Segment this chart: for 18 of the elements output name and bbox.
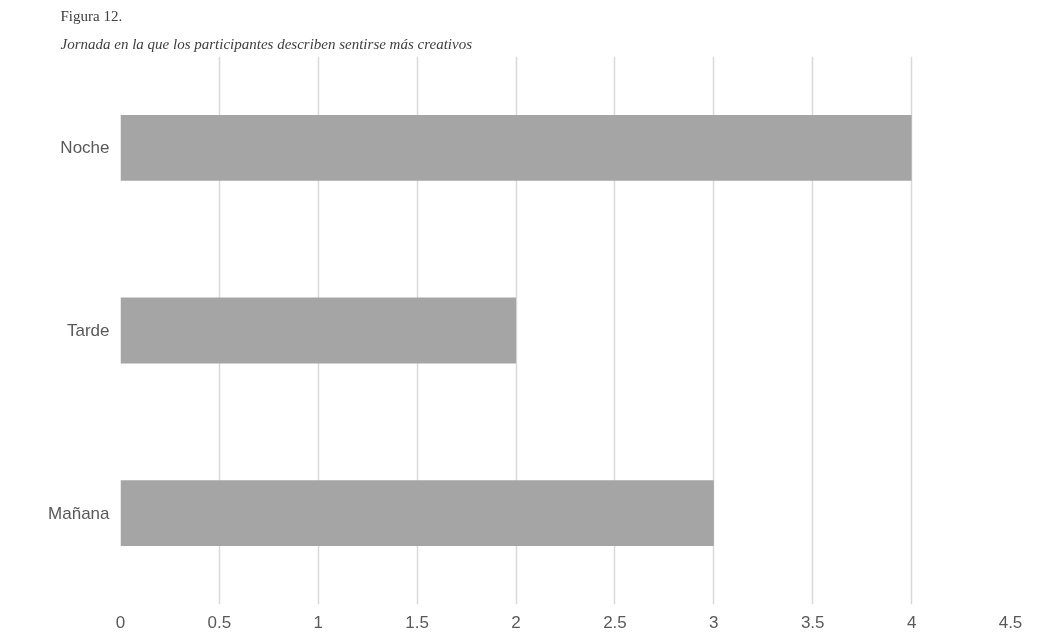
bar [120,480,714,547]
chart-title: Figura 12. [60,7,123,24]
x-tick-label: 0.5 [207,612,232,632]
y-tick-label: Tarde [66,321,110,340]
bar [120,297,517,364]
x-tick-label: 1.5 [405,612,429,632]
y-tick-label: Noche [60,138,110,158]
y-tick-label: Mañana [48,503,111,523]
x-tick-label: 4 [906,612,917,632]
x-tick-label: 4.5 [998,612,1023,632]
x-tick-label: 3 [709,612,719,632]
x-tick-label: 0 [115,612,126,632]
bar [120,114,912,181]
chart-subtitle: Jornada en la que los participantes describen sentirse más creativos [60,35,473,52]
x-tick-label: 3.5 [800,612,825,632]
x-tick-label: 2 [511,612,521,632]
x-tick-label: 2.5 [603,612,627,632]
x-tick-label: 1 [313,612,324,632]
